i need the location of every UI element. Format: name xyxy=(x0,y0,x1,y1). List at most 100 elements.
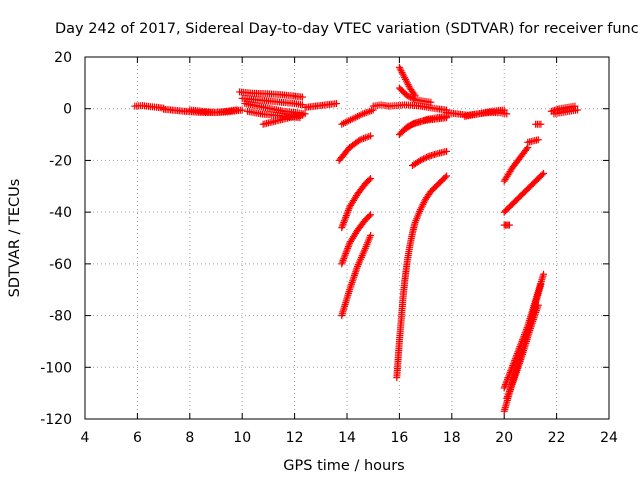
data-point xyxy=(416,156,424,164)
data-point xyxy=(510,375,518,383)
series-t17 xyxy=(395,63,419,100)
data-point xyxy=(503,394,511,402)
x-axis-label: GPS time / hours xyxy=(283,458,404,474)
data-point xyxy=(500,384,508,392)
series-t12 xyxy=(338,175,375,232)
series-t18 xyxy=(395,84,435,106)
series-t26 xyxy=(500,169,547,216)
series-t10 xyxy=(338,106,377,128)
data-point xyxy=(534,301,542,309)
data-point xyxy=(505,221,513,229)
data-point xyxy=(508,381,516,389)
data-point xyxy=(443,147,451,155)
data-point xyxy=(333,100,341,108)
data-point xyxy=(511,355,519,363)
data-point xyxy=(352,268,360,276)
data-point xyxy=(341,215,349,223)
series-t22 xyxy=(393,172,451,382)
data-point xyxy=(344,244,352,252)
data-point xyxy=(342,250,350,258)
series-t21 xyxy=(409,147,451,170)
data-point xyxy=(502,381,510,389)
data-point xyxy=(365,176,373,184)
data-point xyxy=(340,218,348,226)
data-point xyxy=(540,169,547,177)
data-point xyxy=(502,379,510,387)
data-point xyxy=(338,258,346,266)
series-t05 xyxy=(238,94,306,109)
data-point xyxy=(503,110,511,118)
data-point xyxy=(500,106,508,114)
x-tick-label: 24 xyxy=(600,430,618,446)
series-t33 xyxy=(547,102,579,115)
data-point xyxy=(345,241,353,249)
data-point xyxy=(346,284,354,292)
data-point xyxy=(574,106,582,114)
data-point xyxy=(514,348,522,356)
data-point xyxy=(407,121,415,129)
data-point xyxy=(511,356,519,364)
data-point xyxy=(509,362,517,370)
y-axis-label: SDTVAR / TECUs xyxy=(7,179,23,298)
data-point xyxy=(403,92,411,100)
series-t08 xyxy=(259,111,306,128)
x-tick-label: 6 xyxy=(133,430,142,446)
data-point xyxy=(507,367,515,375)
x-tick-label: 4 xyxy=(81,430,90,446)
data-point xyxy=(427,98,435,106)
data-point xyxy=(339,256,347,264)
data-point xyxy=(338,222,346,230)
data-point xyxy=(339,220,347,228)
data-point xyxy=(515,346,523,354)
x-tick-label: 18 xyxy=(443,430,461,446)
data-point xyxy=(348,279,356,287)
data-point xyxy=(506,368,514,376)
data-point xyxy=(367,231,375,239)
data-point xyxy=(503,377,511,385)
data-point xyxy=(367,132,375,140)
data-point xyxy=(507,384,515,392)
data-point xyxy=(540,270,547,278)
data-point xyxy=(344,208,352,216)
data-point xyxy=(521,329,529,337)
data-point xyxy=(538,171,546,179)
data-point xyxy=(298,93,306,101)
y-tick-label: 0 xyxy=(63,102,72,118)
data-point xyxy=(513,349,521,357)
data-point xyxy=(537,120,545,128)
data-point xyxy=(512,353,520,361)
x-tick-label: 8 xyxy=(185,430,194,446)
data-points xyxy=(131,63,582,415)
data-point xyxy=(510,358,518,366)
data-point xyxy=(513,351,521,359)
data-point xyxy=(418,156,426,164)
data-point xyxy=(501,382,509,390)
series-t04 xyxy=(236,88,306,101)
data-point xyxy=(343,210,351,218)
data-point xyxy=(408,94,416,102)
data-point xyxy=(507,365,515,373)
data-point xyxy=(340,255,348,263)
series-t31 xyxy=(500,270,547,392)
series-t14 xyxy=(338,231,375,320)
data-point xyxy=(298,111,306,119)
data-point xyxy=(344,243,352,251)
data-point xyxy=(410,95,418,103)
x-tick-label: 14 xyxy=(338,430,356,446)
data-point xyxy=(443,172,451,180)
data-point xyxy=(441,173,449,181)
x-tick-label: 20 xyxy=(495,430,513,446)
data-point xyxy=(571,102,579,110)
series-t29 xyxy=(532,120,545,128)
data-point xyxy=(347,282,355,290)
y-tick-label: -100 xyxy=(40,360,72,376)
data-point xyxy=(345,205,353,213)
data-point xyxy=(423,153,431,161)
series-t03 xyxy=(186,106,246,117)
series-t20 xyxy=(401,112,451,133)
y-tick-label: 20 xyxy=(54,50,72,66)
data-point xyxy=(338,260,346,268)
data-point xyxy=(509,377,517,385)
data-point xyxy=(351,270,359,278)
